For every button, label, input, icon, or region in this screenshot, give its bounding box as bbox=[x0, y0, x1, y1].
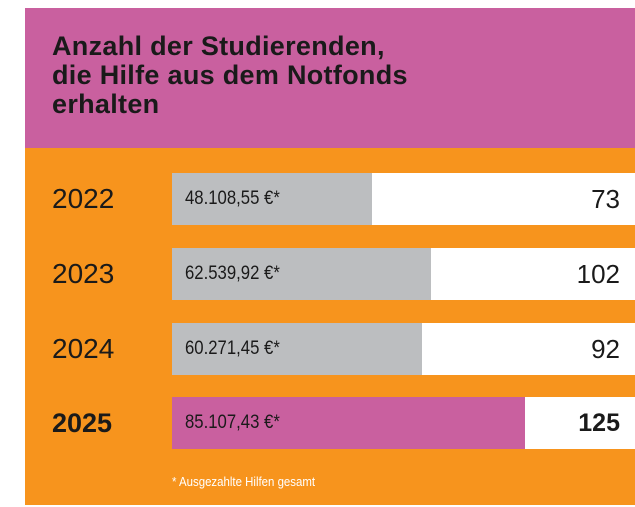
amount-label: 62.539,92 €* bbox=[185, 263, 280, 284]
count-label: 73 bbox=[591, 184, 620, 214]
bar bbox=[172, 397, 525, 449]
year-label: 2023 bbox=[52, 258, 115, 289]
count-label: 102 bbox=[576, 259, 620, 289]
count-label: 125 bbox=[578, 409, 620, 437]
row: 2023 62.539,92 €* 102 bbox=[25, 248, 635, 300]
count-label: 92 bbox=[591, 334, 620, 364]
row: 2025 85.107,43 €* 125 bbox=[25, 397, 635, 449]
bar bbox=[172, 173, 372, 225]
bar bbox=[172, 323, 422, 375]
footnote: * Ausgezahlte Hilfen gesamt bbox=[172, 474, 316, 489]
row: 2024 60.271,45 €* 92 bbox=[25, 323, 635, 375]
amount-label: 60.271,45 €* bbox=[185, 338, 280, 359]
amount-label: 85.107,43 €* bbox=[185, 412, 280, 433]
year-label: 2022 bbox=[52, 183, 115, 214]
row: 2022 48.108,55 €* 73 bbox=[25, 173, 635, 225]
bar-track: 48.108,55 €* 73 bbox=[172, 173, 635, 225]
bar-track: 85.107,43 €* 125 bbox=[172, 397, 635, 449]
year-label: 2024 bbox=[52, 333, 115, 364]
bar-track: 62.539,92 €* 102 bbox=[172, 248, 635, 300]
infographic: Anzahl der Studierenden, die Hilfe aus d… bbox=[25, 8, 635, 505]
amount-label: 48.108,55 €* bbox=[185, 188, 280, 209]
chart-title: Anzahl der Studierenden, die Hilfe aus d… bbox=[52, 31, 408, 119]
year-label: 2025 bbox=[52, 408, 113, 438]
header: Anzahl der Studierenden, die Hilfe aus d… bbox=[25, 8, 635, 148]
bar-track: 60.271,45 €* 92 bbox=[172, 323, 635, 375]
bar bbox=[172, 248, 432, 300]
